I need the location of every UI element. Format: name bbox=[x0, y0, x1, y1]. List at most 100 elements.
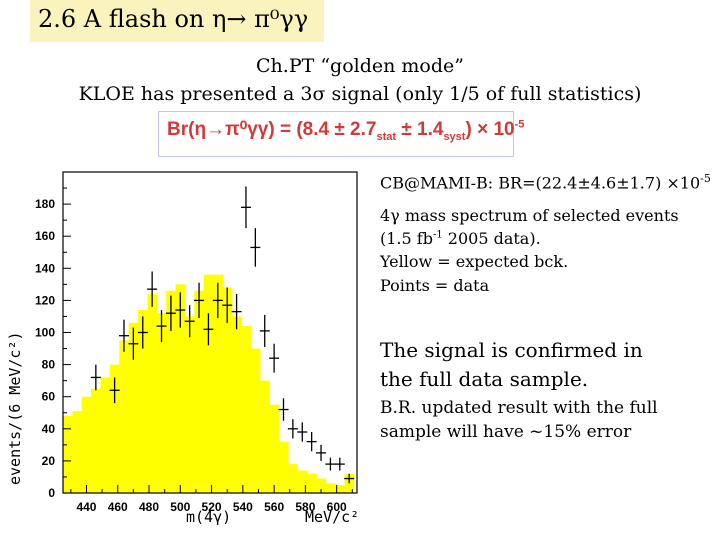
data-point bbox=[278, 398, 289, 421]
x-tick-label: 460 bbox=[108, 500, 128, 514]
data-point bbox=[287, 419, 298, 439]
y-tick-label: 100 bbox=[35, 326, 55, 340]
background-bar bbox=[325, 483, 336, 493]
y-tick-label: 120 bbox=[35, 293, 55, 307]
data-point bbox=[316, 444, 327, 461]
background-bar bbox=[166, 290, 176, 493]
background-bar bbox=[147, 293, 158, 493]
y-tick-label: 140 bbox=[35, 261, 55, 275]
y-tick-label: 60 bbox=[42, 390, 56, 404]
mass-spectrum-chart: 440 460 480 500 520 540 560 580 600 0 20 40 60 80 100… bbox=[6, 171, 359, 526]
data-point bbox=[118, 319, 129, 352]
desc-line-3: Yellow = expected bck. bbox=[380, 252, 569, 271]
data-point bbox=[109, 377, 120, 404]
data-points bbox=[90, 186, 355, 484]
x-tick-label: 520 bbox=[202, 500, 222, 514]
data-point bbox=[269, 343, 280, 373]
title-highlight bbox=[30, 0, 324, 42]
background-bar bbox=[203, 274, 214, 493]
data-point bbox=[128, 327, 139, 360]
confirm-line-1: The signal is confirmed in bbox=[380, 338, 643, 362]
data-point bbox=[240, 186, 251, 229]
background-bar bbox=[278, 441, 289, 493]
background-bar bbox=[119, 340, 130, 493]
formula-stat: stat bbox=[376, 130, 397, 143]
x-tick-label: 480 bbox=[139, 500, 159, 514]
formula-lhs: Br(η→π⁰γγ) = (8.4 ± 2.7 bbox=[167, 119, 377, 140]
x-tick-label: 540 bbox=[233, 500, 253, 514]
background-bar bbox=[194, 290, 205, 493]
background-bar bbox=[316, 478, 327, 493]
desc-line-1: 4γ mass spectrum of selected events bbox=[380, 206, 679, 225]
y-tick-label: 0 bbox=[48, 486, 55, 500]
x-tick-label: 500 bbox=[170, 500, 190, 514]
background-bar bbox=[213, 274, 223, 493]
background-bar bbox=[184, 316, 195, 493]
background-bar bbox=[138, 310, 148, 493]
data-point bbox=[212, 282, 223, 319]
data-point bbox=[231, 293, 242, 330]
x-axis-label: m(4γ) bbox=[186, 508, 231, 526]
background-bar bbox=[72, 411, 83, 493]
background-bar bbox=[156, 313, 167, 493]
data-point bbox=[259, 314, 270, 347]
background-bar bbox=[335, 484, 345, 493]
background-bar bbox=[175, 284, 186, 493]
data-point bbox=[90, 364, 101, 391]
formula-rhs: ) × 10 bbox=[465, 119, 515, 140]
background-bar bbox=[250, 348, 261, 493]
data-point bbox=[203, 313, 214, 346]
background-bar bbox=[109, 364, 120, 493]
data-point bbox=[147, 271, 158, 307]
x-tick-label: 560 bbox=[264, 500, 284, 514]
x-tick-label: 600 bbox=[327, 500, 347, 514]
y-tick-label: 80 bbox=[42, 358, 56, 372]
data-point bbox=[334, 457, 345, 471]
data-point bbox=[297, 422, 308, 442]
data-point bbox=[344, 473, 355, 484]
data-point bbox=[222, 287, 233, 323]
data-point bbox=[250, 228, 261, 267]
formula-syst: syst bbox=[443, 130, 466, 143]
y-tick-label: 40 bbox=[42, 422, 56, 436]
background-histogram bbox=[63, 274, 355, 493]
background-bar bbox=[222, 287, 233, 493]
background-bar bbox=[91, 388, 101, 493]
desc-line-4: Points = data bbox=[380, 276, 490, 295]
mami-text: CB@MAMI-B: BR=(22.4±4.6±1.7) ×10 bbox=[380, 173, 701, 193]
background-bar bbox=[128, 322, 139, 493]
desc2a: (1.5 fb bbox=[380, 229, 433, 248]
formula-exp: -5 bbox=[514, 118, 525, 131]
y-tick-label: 160 bbox=[35, 229, 55, 243]
background-bar bbox=[288, 464, 298, 493]
desc2b: 2005 data). bbox=[442, 229, 541, 248]
background-bar bbox=[306, 473, 317, 493]
data-point bbox=[306, 432, 317, 452]
background-bar bbox=[269, 404, 280, 493]
branching-ratio-formula: Br(η→π⁰γγ) = (8.4 ± 2.7stat ± 1.4syst) ×… bbox=[167, 118, 524, 143]
desc-line-2: (1.5 fb-1 2005 data). bbox=[380, 229, 541, 248]
data-point bbox=[137, 316, 148, 349]
y-axis-ticks: 0 20 40 60 80 100 120 140 160 180 bbox=[35, 187, 71, 500]
data-point bbox=[325, 457, 336, 471]
background-bar bbox=[241, 326, 252, 493]
data-point bbox=[165, 295, 176, 331]
update-line-2: sample will have ~15% error bbox=[380, 422, 632, 442]
background-bar bbox=[81, 396, 92, 493]
background-bar bbox=[260, 380, 270, 493]
mami-exp: -5 bbox=[700, 172, 711, 185]
data-point bbox=[156, 310, 167, 343]
x-tick-label: 580 bbox=[295, 500, 315, 514]
data-point bbox=[194, 282, 205, 319]
background-bar bbox=[63, 415, 73, 493]
update-line-1: B.R. updated result with the full bbox=[380, 398, 658, 418]
subtitle-kloe: KLOE has presented a 3σ signal (only 1/5… bbox=[78, 83, 642, 105]
formula-mid: ± 1.4 bbox=[396, 119, 444, 140]
mami-result: CB@MAMI-B: BR=(22.4±4.6±1.7) ×10-5 bbox=[380, 172, 711, 192]
confirm-line-2: the full data sample. bbox=[380, 367, 589, 391]
desc2-exp: -1 bbox=[432, 229, 443, 241]
slide-title: 2.6 A flash on η→ π⁰γγ bbox=[38, 5, 309, 33]
branching-ratio-box: Br(η→π⁰γγ) = (8.4 ± 2.7stat ± 1.4syst) ×… bbox=[158, 111, 524, 157]
y-axis-label: events/(6 MeV/c²) bbox=[6, 331, 24, 485]
data-point bbox=[175, 292, 186, 328]
